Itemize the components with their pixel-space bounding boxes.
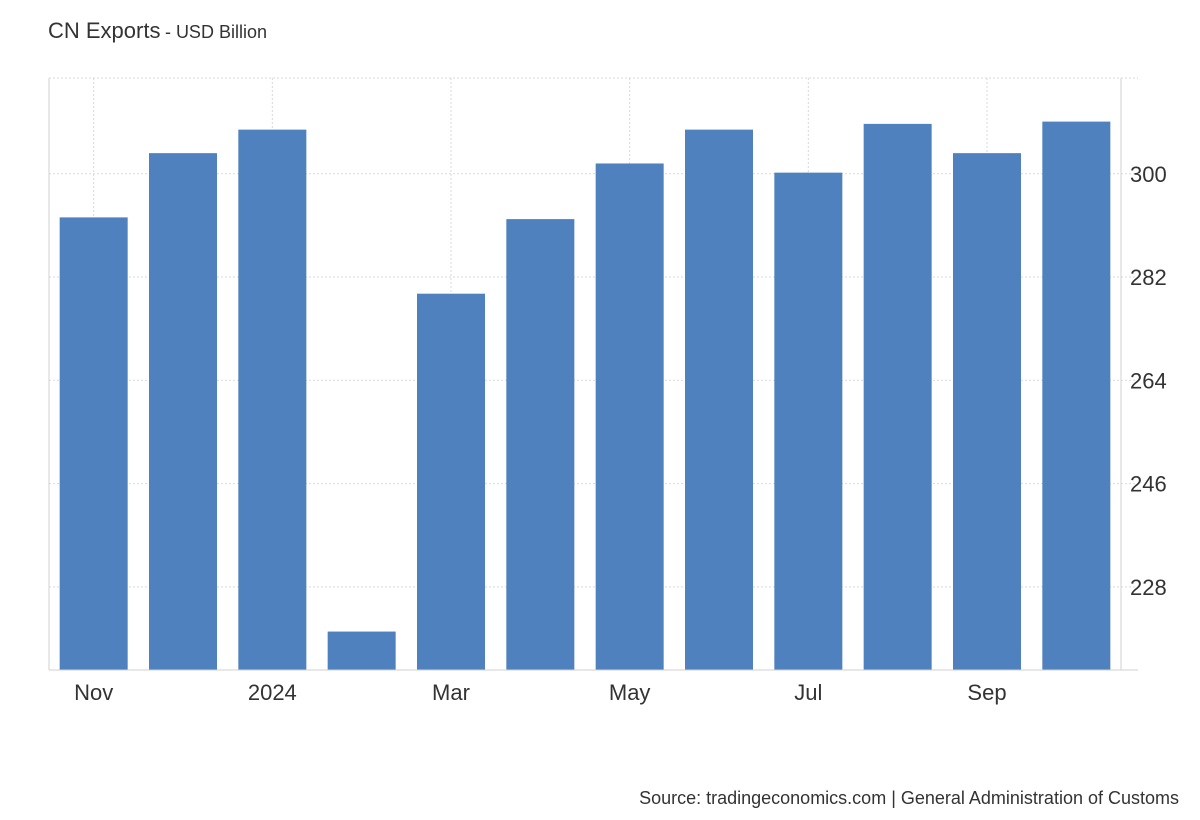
y-tick-label: 282 (1130, 265, 1167, 290)
chart-title-block: CN Exports - USD Billion (48, 18, 267, 44)
bar-chart: Nov 2024 Mar May Jul Sep 228 246 264 282 300 (48, 77, 1167, 705)
source-note: Source: tradingeconomics.com | General A… (639, 788, 1179, 808)
x-tick-label: Mar (432, 680, 470, 705)
bar-sep (953, 153, 1021, 671)
x-tick-label: 2024 (248, 680, 297, 705)
chart-title: CN Exports (48, 18, 161, 43)
bar-dec (149, 153, 217, 671)
bar-aug (863, 123, 932, 670)
bar-nov (59, 217, 128, 670)
y-tick-label: 300 (1130, 162, 1167, 187)
x-axis-tick-labels: Nov 2024 Mar May Jul Sep (74, 680, 1006, 705)
bar-mar (417, 293, 485, 670)
x-tick-label: Nov (74, 680, 113, 705)
bar-oct (1042, 121, 1111, 670)
chart-subtitle: - USD Billion (164, 22, 267, 42)
chart-unit: USD Billion (175, 22, 267, 42)
y-axis-tick-labels: 228 246 264 282 300 (1130, 162, 1167, 600)
y-tick-label: 264 (1130, 368, 1167, 393)
y-tick-label: 246 (1130, 472, 1167, 497)
bar-may (595, 163, 664, 670)
bar-jul (774, 172, 843, 670)
bar-jun (685, 129, 753, 670)
bar-2024 (238, 129, 307, 670)
axes (48, 78, 1138, 671)
x-tick-label: Jul (794, 680, 822, 705)
bars (59, 121, 1111, 671)
bar-apr (506, 219, 575, 670)
bar-feb (327, 631, 396, 670)
x-tick-label: May (609, 680, 651, 705)
x-tick-label: Sep (967, 680, 1006, 705)
y-tick-label: 228 (1130, 575, 1167, 600)
